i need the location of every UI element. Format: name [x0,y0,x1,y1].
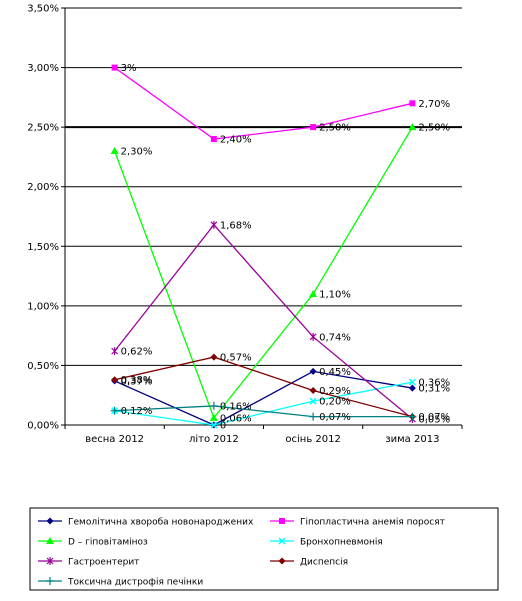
data-label: 2,70% [418,99,450,110]
series-line [114,356,413,418]
data-point [210,421,218,429]
data-label: 2,50% [319,123,351,134]
data-point [408,123,417,131]
y-tick-label: 0,50% [27,361,59,372]
data-label: 0,07% [418,412,450,423]
data-label: 0,37% [121,376,153,387]
data-label: 0,16% [220,401,252,412]
y-tick-label: 3,00% [27,63,59,74]
x-tick-label: осінь 2012 [285,433,340,445]
data-point [408,384,416,392]
data-point [408,412,417,421]
x-tick-label: зима 2013 [385,434,439,445]
x-tick-label: весна 2012 [85,434,144,445]
data-label: 0,45% [319,367,351,378]
legend-marker [46,577,54,585]
series-line [114,126,413,420]
legend-label: Диспепсія [300,558,348,568]
data-label: 2,50% [418,123,450,134]
data-point [309,367,317,375]
gridlines [61,7,462,426]
legend-marker [46,517,54,525]
legend-box [29,507,499,591]
x-axis-ticks: весна 2012 літо 2012 осінь 2012 зима 2013 [64,425,463,445]
data-point [110,146,119,154]
data-point [309,386,317,394]
legend-marker [46,557,54,565]
data-label: 0,57% [220,353,252,364]
data-point [309,412,318,421]
data-label: 0,31% [418,384,450,395]
series-line [114,381,413,426]
series-line [114,405,413,418]
data-labels: 0,37% 0 0,45% 0,31% 3% 2,40% 2,50% 2,70% 2,30% 0,… [121,63,451,431]
x-tick-label: літо 2012 [189,433,239,445]
series-line [114,223,413,420]
data-point [209,401,218,410]
data-point [110,406,119,415]
data-point [309,332,317,341]
data-label: 0,05% [418,415,450,426]
y-axis-ticks: 0,00% 0,50% 1,00% 1,50% 2,00% 2,50% 3,00% 3,50% [27,4,59,432]
y-tick-label: 3,50% [27,4,59,15]
data-label: 2,30% [121,146,153,157]
data-label: 0,07% [319,412,351,423]
legend-label: Бронхопневмонія [300,538,383,548]
legend: Гемолітична хвороба новонароджених Гіпопл… [29,507,499,591]
data-point [310,124,317,131]
legend-label: Гіпопластична анемія поросят [300,518,445,528]
y-tick-label: 2,00% [27,182,59,193]
legend-label: Гемолітична хвороба новонароджених [68,518,254,528]
data-point [309,289,318,297]
legend-marker [278,557,286,565]
data-point [309,397,317,405]
y-tick-label: 0,00% [27,421,59,432]
axes [64,8,462,426]
y-tick-label: 1,00% [27,301,59,312]
series-line [114,370,413,426]
data-point [111,347,119,356]
data-label: 2,40% [220,135,252,146]
series-line [114,67,413,140]
data-label: 0,74% [319,332,351,343]
data-label: 1,68% [220,220,252,231]
data-label: 0,38% [121,375,153,386]
data-point [210,220,218,229]
legend-label: D – гіповітаміноз [68,538,148,548]
legend-label: Гастроентерит [68,558,139,568]
series-lines [110,64,417,429]
data-label: 0,06% [220,413,252,424]
y-tick-label: 2,50% [27,123,59,134]
data-point [409,100,416,107]
legend-label: Токсична дистрофія печінки [67,578,203,588]
data-point [209,413,218,421]
legend-marker [279,518,285,524]
data-label: 0,29% [319,386,351,397]
data-label: 0,62% [121,347,153,358]
data-label: 0,36% [418,378,450,389]
data-label: 0,12% [121,406,153,417]
data-point [210,136,217,143]
data-label: 0 [220,421,226,432]
data-point [111,376,119,384]
data-point [408,378,416,386]
data-label: 1,10% [319,289,351,300]
data-label: 3% [121,63,137,74]
data-point [111,64,118,71]
data-point [210,353,218,361]
data-label: 0,20% [319,397,351,408]
legend-marker [46,537,54,544]
legend-marker [278,537,286,545]
y-tick-label: 1,50% [27,242,59,253]
